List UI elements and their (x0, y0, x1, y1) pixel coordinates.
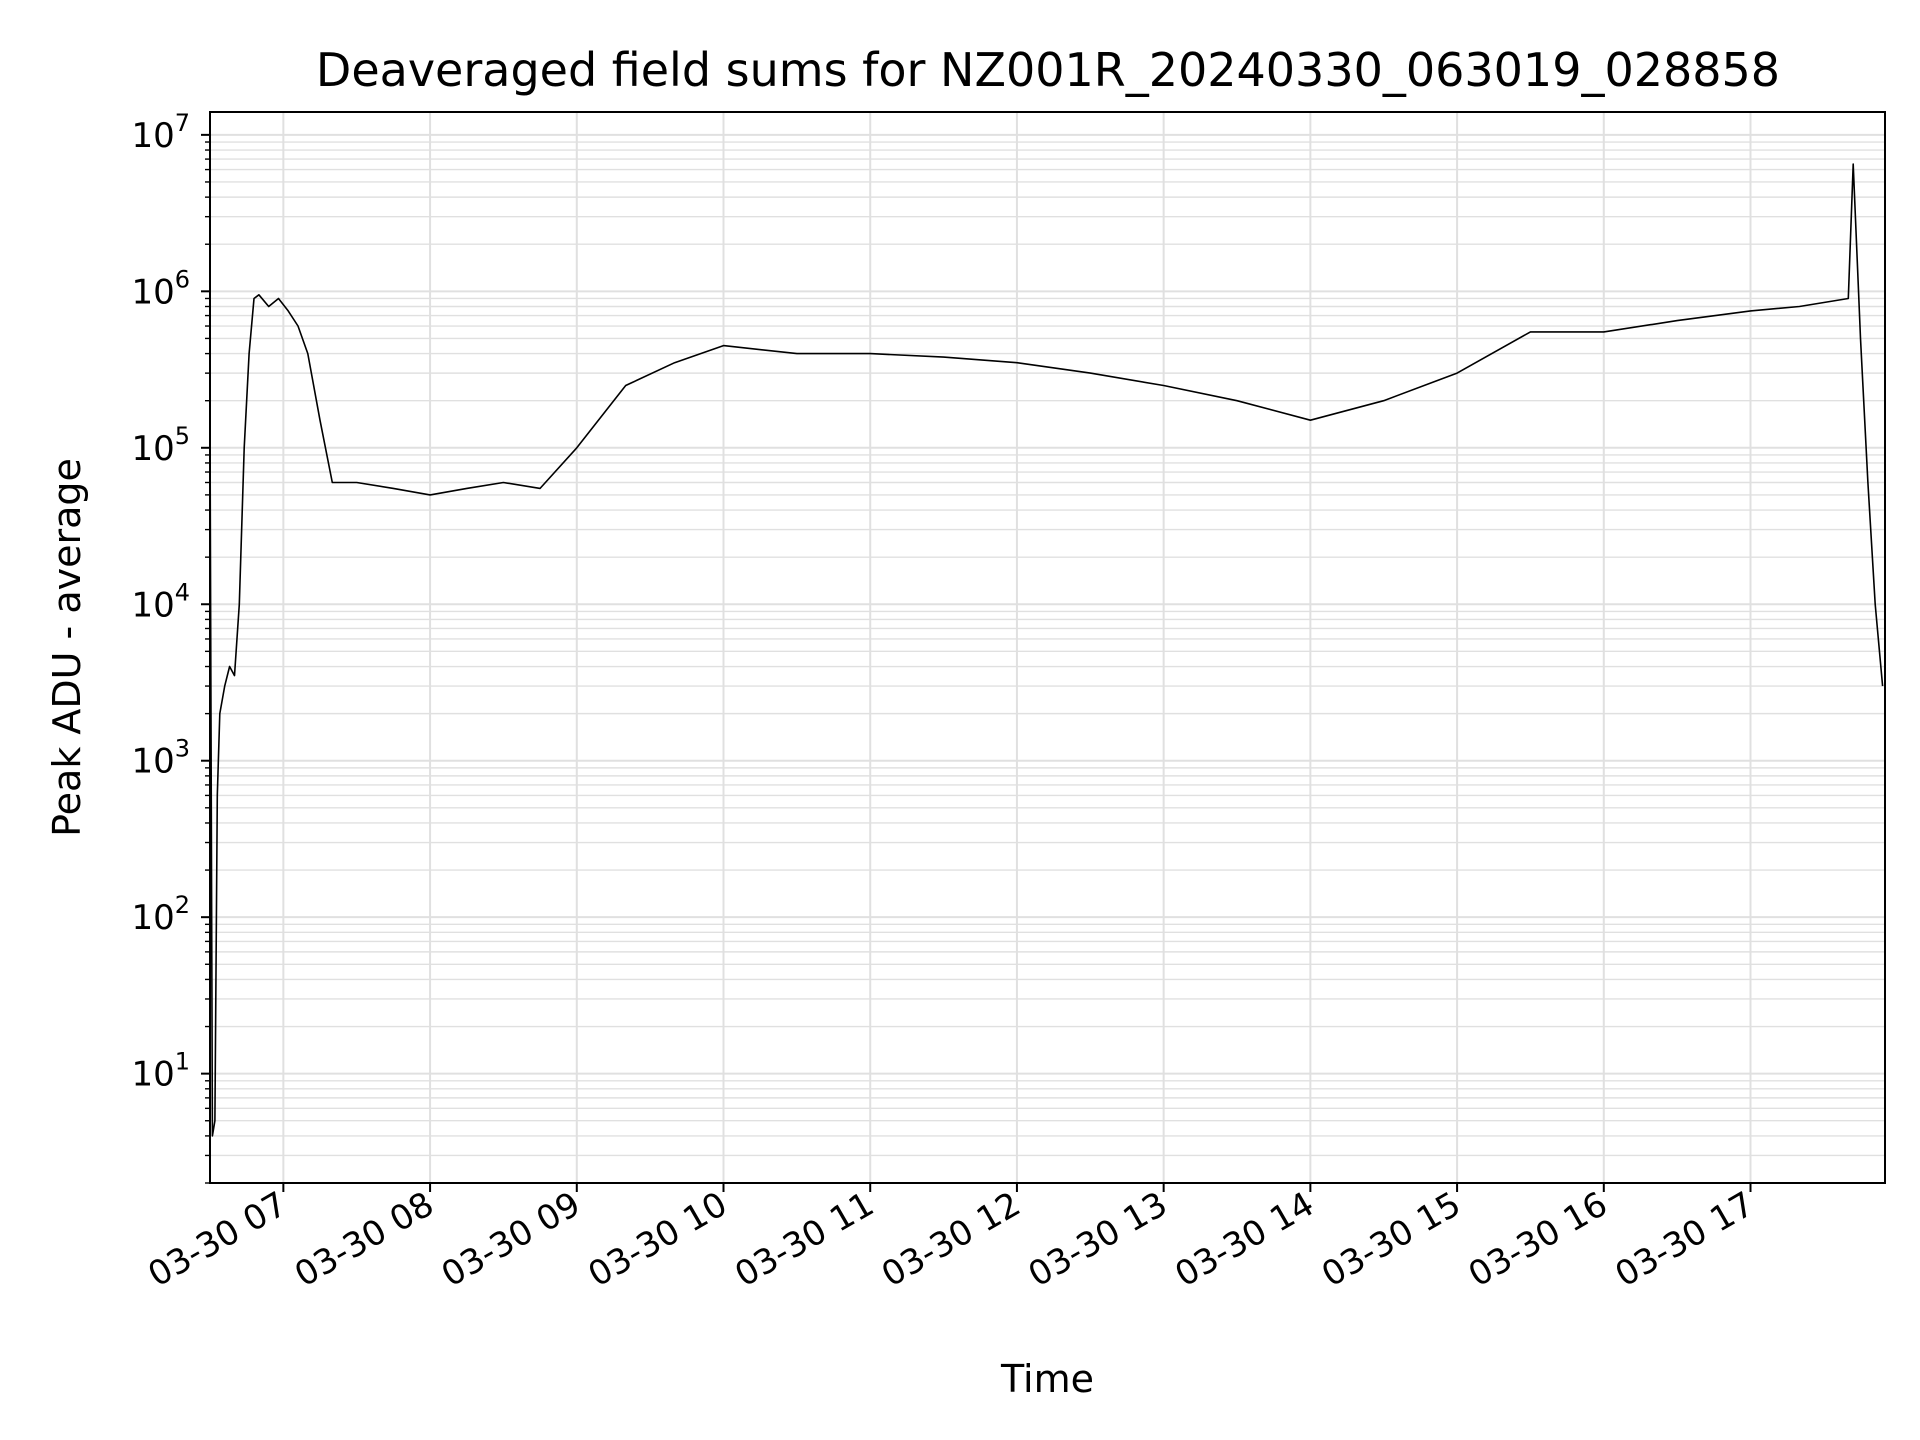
y-tick-label: 107 (131, 109, 190, 156)
grid-lines (210, 112, 1885, 1184)
y-tick-label-exponent: 6 (175, 265, 190, 293)
y-tick-label-base: 10 (131, 272, 174, 312)
y-tick-label: 103 (131, 735, 190, 782)
y-tick-label-base: 10 (131, 585, 174, 625)
y-tick-label-base: 10 (131, 1055, 174, 1095)
y-tick-label-base: 10 (131, 742, 174, 782)
y-tick-label-base: 10 (131, 116, 174, 156)
y-tick-label-exponent: 7 (175, 109, 190, 137)
chart-title: Deaveraged field sums for NZ001R_2024033… (316, 43, 1780, 97)
y-tick-label-exponent: 5 (175, 422, 190, 450)
y-tick-label-exponent: 4 (175, 578, 190, 606)
x-axis-label: Time (1000, 1357, 1094, 1401)
y-tick-label: 102 (131, 891, 190, 938)
y-tick-label-exponent: 3 (175, 735, 190, 763)
y-tick-label: 105 (131, 422, 190, 469)
plot-frame (209, 111, 1886, 1184)
y-tick-label-base: 10 (131, 898, 174, 938)
y-tick-label-exponent: 2 (175, 891, 190, 919)
y-tick-label: 101 (131, 1048, 190, 1095)
series-lines (209, 163, 1884, 1137)
series-line (209, 163, 1884, 1137)
y-tick-label-base: 10 (131, 429, 174, 469)
y-tick-label: 104 (131, 578, 190, 625)
y-tick-label-exponent: 1 (175, 1048, 190, 1076)
y-tick-label: 106 (131, 265, 190, 312)
y-axis-label: Peak ADU - average (45, 458, 89, 837)
